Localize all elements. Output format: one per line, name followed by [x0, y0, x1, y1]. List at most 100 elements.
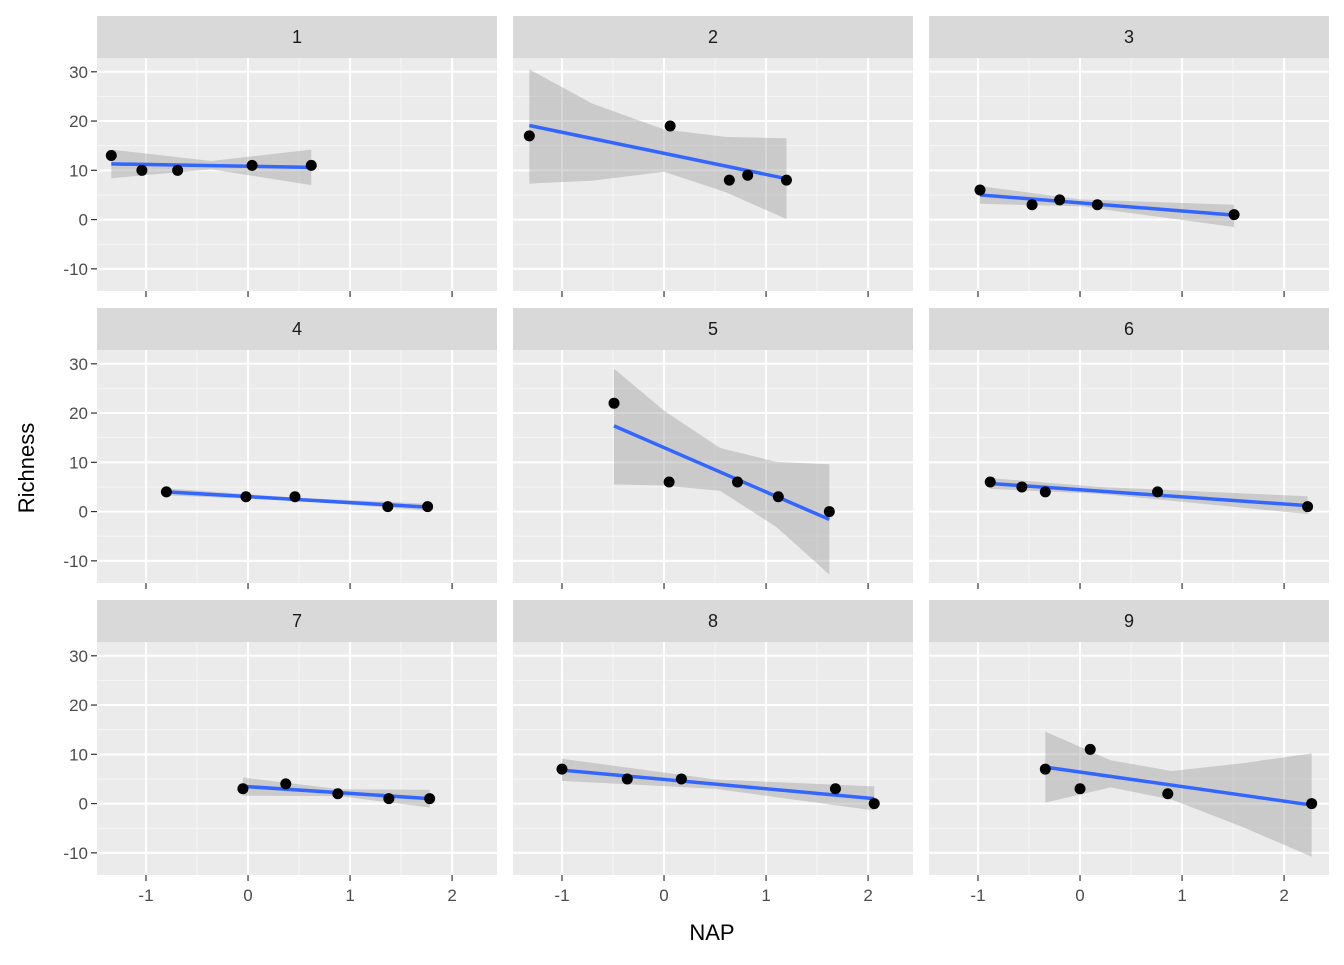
y-tick-label: 20 [69, 112, 88, 131]
data-point [1084, 743, 1096, 755]
x-tick-label: 0 [1075, 886, 1084, 905]
data-point [868, 798, 880, 810]
fit-line [111, 162, 312, 170]
data-point [172, 164, 184, 176]
data-point [608, 397, 620, 409]
x-axis-title: NAP [689, 920, 734, 945]
facet-strip-label: 4 [292, 319, 302, 339]
data-point [523, 130, 535, 142]
data-point [332, 788, 344, 800]
data-point [424, 793, 436, 805]
panel-background [929, 350, 1329, 583]
y-tick-label: 10 [69, 453, 88, 472]
confidence-band [529, 69, 787, 220]
data-point [246, 159, 258, 171]
facet-strip [513, 600, 913, 642]
y-tick-label: 20 [69, 404, 88, 423]
facet-panel-6: 6 [929, 308, 1329, 589]
data-point [742, 169, 754, 181]
data-point [1306, 798, 1318, 810]
facet-panel-9: 9 -1 0 1 2 [929, 600, 1329, 905]
data-point [1152, 486, 1164, 498]
fit-line [528, 123, 787, 181]
y-tick-label: 30 [69, 355, 88, 374]
data-point [289, 491, 301, 503]
data-point [305, 159, 317, 171]
x-tick-label: 0 [243, 886, 252, 905]
facet-panel-3: 3 [929, 16, 1329, 297]
data-point [556, 763, 568, 775]
data-point [1026, 199, 1038, 211]
facet-strip-label: 2 [708, 27, 718, 47]
y-tick-label: 0 [79, 211, 88, 230]
facet-panel-5: 5 [513, 308, 913, 589]
data-point [1016, 481, 1028, 493]
data-point [383, 793, 395, 805]
data-point [382, 501, 394, 513]
panel-background [513, 642, 913, 875]
facet-strip [929, 308, 1329, 350]
data-point [984, 476, 996, 488]
facet-strip-label: 7 [292, 611, 302, 631]
y-tick-label: -10 [63, 844, 88, 863]
data-point [621, 773, 633, 785]
data-point [1074, 783, 1086, 795]
x-tick-label: 2 [447, 886, 456, 905]
data-point [105, 150, 117, 162]
data-point [772, 491, 784, 503]
x-tick-label: -1 [554, 886, 569, 905]
facet-strip [97, 600, 497, 642]
data-point [723, 174, 735, 186]
y-tick-label: 30 [69, 63, 88, 82]
facet-strip [513, 308, 913, 350]
facet-strip-label: 9 [1124, 611, 1134, 631]
x-tick-label: 1 [345, 886, 354, 905]
facet-strip-label: 3 [1124, 27, 1134, 47]
data-point [663, 476, 675, 488]
data-point [1091, 199, 1103, 211]
facet-panel-2: 2 [513, 16, 913, 297]
facet-strip-label: 1 [292, 27, 302, 47]
x-tick-label: -1 [970, 886, 985, 905]
facet-strip [929, 16, 1329, 58]
y-tick-label: 0 [79, 795, 88, 814]
x-tick-label: -1 [138, 886, 153, 905]
panel-background [97, 350, 497, 583]
data-point [1039, 486, 1051, 498]
y-tick-label: -10 [63, 260, 88, 279]
data-point [829, 783, 841, 795]
facet-panel-8: 8 -1 0 1 2 [513, 600, 913, 905]
facet-strip-label: 5 [708, 319, 718, 339]
data-point [422, 501, 434, 513]
data-point [731, 476, 743, 488]
y-tick-label: 0 [79, 503, 88, 522]
facet-strip [97, 308, 497, 350]
y-tick-label: 20 [69, 696, 88, 715]
data-point [1302, 501, 1314, 513]
data-point [280, 778, 292, 790]
facet-panel-1: 1 -10 0 10 20 30 [63, 16, 497, 297]
facet-strip [97, 16, 497, 58]
data-point [675, 773, 687, 785]
x-tick-label: 1 [1177, 886, 1186, 905]
data-point [780, 174, 792, 186]
data-point [664, 120, 676, 132]
data-point [1039, 763, 1051, 775]
data-point [1228, 209, 1240, 221]
fit-line [1045, 765, 1312, 807]
facet-strip [929, 600, 1329, 642]
data-point [1054, 194, 1066, 206]
data-point [136, 164, 148, 176]
fit-line [979, 193, 1235, 217]
x-tick-label: 2 [1279, 886, 1288, 905]
data-point [974, 184, 986, 196]
x-tick-label: 2 [863, 886, 872, 905]
y-tick-label: 10 [69, 161, 88, 180]
x-tick-label: 0 [659, 886, 668, 905]
fit-line [613, 424, 831, 522]
data-point [823, 506, 835, 518]
